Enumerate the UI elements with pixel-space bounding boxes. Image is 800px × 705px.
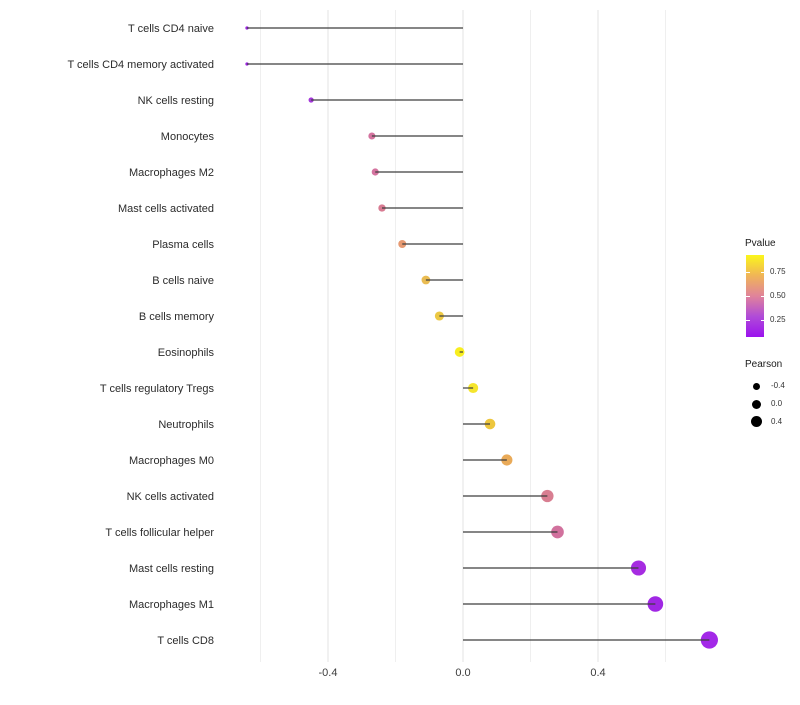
x-axis-tick-label: -0.4: [319, 667, 338, 679]
y-axis-label: B cells memory: [139, 311, 215, 323]
pvalue-legend-title: Pvalue: [745, 238, 776, 249]
y-axis-label: T cells regulatory Tregs: [100, 383, 215, 395]
colorbar-tick-mark: [760, 320, 764, 322]
y-axis-label: NK cells activated: [127, 491, 214, 503]
y-axis-label: T cells CD4 memory activated: [67, 59, 214, 71]
x-axis-tick-label: 0.0: [455, 667, 470, 679]
y-axis-label: Mast cells resting: [129, 563, 214, 575]
pearson-size-dot: [751, 399, 761, 409]
y-axis-label: Plasma cells: [152, 239, 214, 251]
y-axis-label: Neutrophils: [158, 419, 214, 431]
y-axis-label: T cells CD4 naive: [128, 23, 214, 35]
colorbar-tick-mark: [746, 320, 750, 322]
y-axis-label: Macrophages M2: [129, 167, 214, 179]
y-axis-label: Macrophages M0: [129, 455, 214, 467]
pearson-size-label: 0.4: [771, 416, 783, 426]
y-axis-label: NK cells resting: [138, 95, 214, 107]
pvalue-tick-label: 0.75: [770, 266, 786, 276]
y-axis-label: T cells follicular helper: [105, 527, 214, 539]
colorbar-tick-mark: [760, 296, 764, 297]
pvalue-tick-label: 0.25: [770, 315, 786, 325]
y-axis-label: Macrophages M1: [129, 599, 214, 611]
colorbar-tick-mark: [746, 271, 750, 273]
y-axis-label: Monocytes: [161, 131, 215, 143]
y-axis-label: Eosinophils: [158, 347, 215, 359]
colorbar-tick-mark: [760, 271, 764, 273]
pvalue-colorbar: [746, 255, 764, 337]
pearson-size-dot: [750, 416, 762, 427]
y-axis-label: T cells CD8: [157, 635, 214, 647]
pearson-size-label: 0.0: [771, 399, 783, 408]
pearson-size-dot: [752, 382, 760, 390]
pvalue-tick-label: 0.50: [770, 291, 786, 300]
x-axis-tick-label: 0.4: [590, 667, 605, 679]
pearson-legend-title: Pearson: [745, 359, 783, 370]
y-axis-label: B cells naive: [152, 275, 214, 287]
y-axis-label: Mast cells activated: [118, 203, 214, 215]
pearson-size-label: -0.4: [771, 381, 785, 390]
colorbar-tick-mark: [746, 296, 750, 297]
